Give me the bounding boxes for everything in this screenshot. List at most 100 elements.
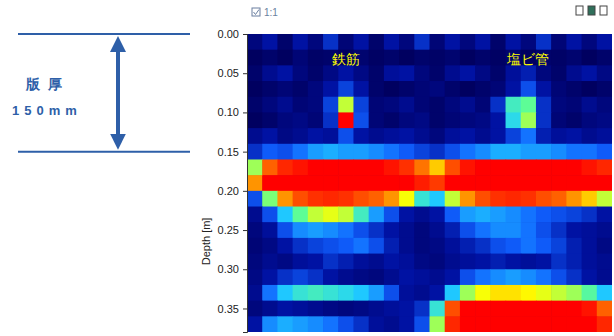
cell (338, 175, 354, 191)
cell (475, 65, 491, 81)
cell (384, 222, 400, 238)
cell (369, 34, 385, 50)
cell (536, 269, 552, 285)
cell (582, 285, 598, 301)
cell (430, 175, 446, 191)
cell (369, 159, 385, 175)
cell (506, 269, 522, 285)
plot-background (247, 34, 612, 332)
cell (582, 65, 598, 81)
cell (521, 112, 537, 128)
cell (293, 269, 309, 285)
cell (430, 269, 446, 285)
cell (384, 65, 400, 81)
cell (506, 112, 522, 128)
cell (369, 65, 385, 81)
cell (551, 112, 567, 128)
cell (384, 175, 400, 191)
cell (293, 65, 309, 81)
cell (247, 175, 263, 191)
cell (551, 254, 567, 270)
cell (277, 316, 293, 332)
cell (551, 191, 567, 207)
tick-mark (243, 112, 247, 113)
cell (414, 316, 430, 332)
cell (551, 222, 567, 238)
cell (521, 238, 537, 254)
cell (262, 301, 278, 317)
cell (490, 159, 506, 175)
cell (247, 254, 263, 270)
cell (566, 112, 582, 128)
cell (566, 191, 582, 207)
cell (293, 207, 309, 223)
cell (521, 65, 537, 81)
zoom-label: 1:1 (264, 7, 278, 18)
cell (399, 34, 415, 50)
thickness-arrow (116, 44, 120, 142)
cell (521, 222, 537, 238)
cell (369, 301, 385, 317)
cell (430, 316, 446, 332)
cell (551, 207, 567, 223)
cell (597, 207, 612, 223)
cell (384, 238, 400, 254)
cell (262, 175, 278, 191)
cell (490, 207, 506, 223)
cell (293, 222, 309, 238)
cell (308, 128, 324, 144)
cell (460, 159, 476, 175)
cell (399, 316, 415, 332)
cell (384, 112, 400, 128)
cell (582, 112, 598, 128)
cell (247, 191, 263, 207)
cell (597, 316, 612, 332)
cell (247, 238, 263, 254)
cell (582, 222, 598, 238)
cell (430, 191, 446, 207)
cell (445, 144, 461, 160)
cell (490, 81, 506, 97)
cell (475, 159, 491, 175)
cell (353, 254, 369, 270)
cell (384, 316, 400, 332)
cell (323, 97, 339, 113)
cell (475, 285, 491, 301)
tick-label: 0.15 (218, 146, 239, 158)
cell (506, 144, 522, 160)
cell (460, 316, 476, 332)
cell (490, 269, 506, 285)
cell (430, 50, 446, 66)
cell (521, 81, 537, 97)
cell (384, 254, 400, 270)
cell (536, 207, 552, 223)
thickness-line (18, 33, 190, 35)
axis-line (243, 35, 248, 333)
cell (323, 301, 339, 317)
cell (353, 144, 369, 160)
cell (597, 285, 612, 301)
cell (582, 81, 598, 97)
cell (536, 285, 552, 301)
cell (597, 97, 612, 113)
cell (475, 254, 491, 270)
cell (399, 112, 415, 128)
cell (369, 81, 385, 97)
tick-label: 0.20 (218, 185, 239, 197)
cell (566, 81, 582, 97)
tick-label: 0.00 (218, 28, 239, 40)
cell (399, 301, 415, 317)
cell (597, 81, 612, 97)
cell (445, 222, 461, 238)
cell (430, 207, 446, 223)
cell (551, 159, 567, 175)
cell (308, 238, 324, 254)
cell (247, 128, 263, 144)
cell (308, 269, 324, 285)
cell (506, 65, 522, 81)
cell (536, 254, 552, 270)
cell (369, 222, 385, 238)
cell (566, 222, 582, 238)
cell (460, 175, 476, 191)
cell (414, 112, 430, 128)
